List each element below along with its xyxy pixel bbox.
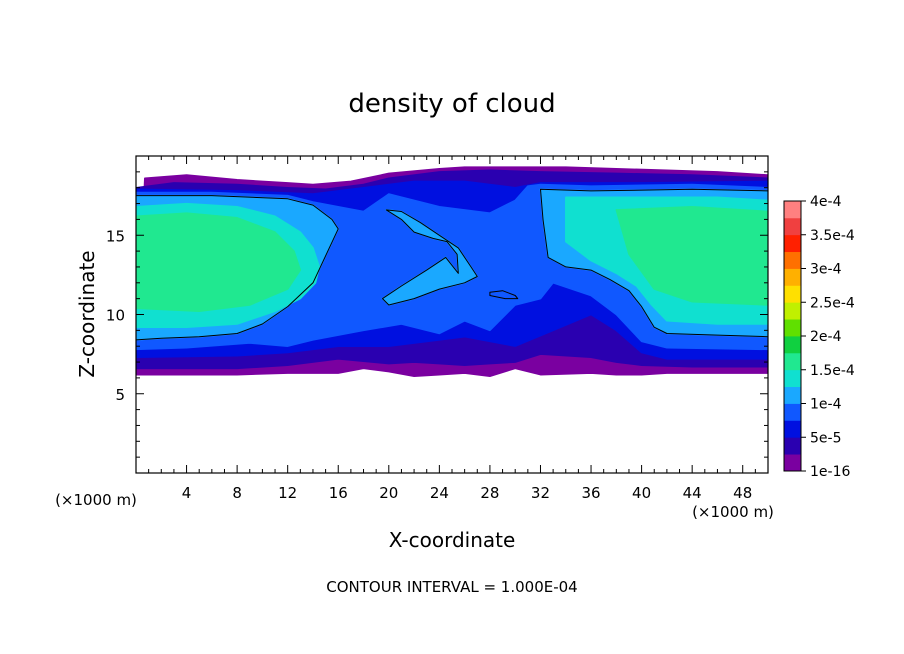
colorbar-swatch [784,369,801,388]
colorbar-swatch [784,251,801,269]
colorbar-swatch [784,234,801,253]
contour-line-3 [489,290,519,300]
x-tick-label: 20 [379,484,398,502]
colorbar-swatch [784,386,801,404]
x-tick-label: 8 [232,484,242,502]
colorbar-swatch [784,201,801,219]
x-tick-label: 36 [581,484,600,502]
colorbar-swatch [784,352,801,371]
x-axis-label: X-coordinate [389,528,516,552]
colorbar-swatch [784,437,801,455]
colorbar-swatch [784,319,801,337]
contour-lines [136,188,768,341]
y-tick-label: 5 [115,386,125,404]
colorbar-swatch [784,285,801,303]
y-axis-label: Z-coordinate [75,250,99,377]
colorbar: 1e-16 5e-5 1e-4 1.5e-4 2e-4 2.5e-4 3e-4 3.5e-4 4… [783,194,855,480]
colorbar-swatch [784,217,801,236]
colorbar-label: 3e-4 [810,262,842,278]
colorbar-label: 1.5e-4 [810,363,855,379]
x-tick-label: 12 [278,484,297,502]
density-layer-9 [136,212,302,313]
contour-interval-note: CONTOUR INTERVAL = 1.000E-04 [326,578,577,596]
colorbar-swatch [784,268,801,286]
contour-line-1 [540,188,768,338]
y-axis-unit: (×1000 m) [55,491,137,509]
colorbar-swatch [784,454,801,472]
colorbar-label: 4e-4 [810,194,842,210]
colorbar-swatch [784,420,801,438]
x-tick-label: 48 [733,484,752,502]
colorbar-label: 2e-4 [810,329,842,345]
colorbar-swatch [784,302,801,320]
contour-line-2 [382,209,478,306]
x-tick-label: 40 [632,484,651,502]
density-layer-10 [615,205,768,306]
colorbar-label: 2.5e-4 [810,295,855,311]
x-tick-label: 16 [329,484,348,502]
y-tick-label: 10 [106,307,125,325]
colorbar-label: 3.5e-4 [810,228,855,244]
chart-title: density of cloud [348,89,555,119]
x-axis-unit: (×1000 m) [692,503,774,521]
contour-line-0 [136,195,339,341]
colorbar-swatch [784,336,801,354]
colorbar-swatch [784,403,801,421]
y-tick-label: 15 [106,227,125,245]
x-tick-label: 24 [430,484,449,502]
x-tick-label: 32 [531,484,550,502]
density-layers [136,166,768,378]
colorbar-label: 1e-16 [810,464,850,480]
x-tick-label: 28 [480,484,499,502]
x-tick-label: 44 [683,484,702,502]
x-tick-label: 4 [182,484,192,502]
colorbar-label: 1e-4 [810,397,842,413]
colorbar-label: 5e-5 [810,430,841,446]
